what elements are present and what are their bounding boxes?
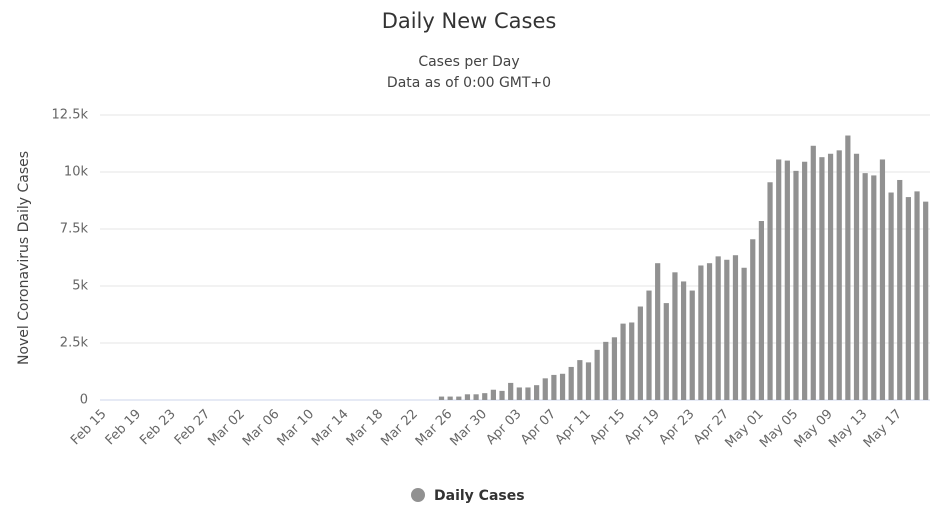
bar [672,272,678,400]
bar [845,135,851,400]
bar [784,160,790,400]
bar [594,349,600,400]
bar [897,179,903,400]
x-tick-label: May 17 [861,407,905,451]
chart-title: Daily New Cases [382,9,557,33]
bar [819,157,825,400]
bar [802,161,808,400]
bar [655,263,661,400]
y-tick-label: 12.5k [52,108,89,123]
bar [750,239,756,400]
bar [706,263,713,400]
y-axis-title: Novel Coronavirus Daily Cases [16,151,32,365]
x-tick-label: Mar 02 [205,407,248,450]
bar [663,303,669,400]
x-tick-label: Apr 19 [622,407,663,448]
x-tick-label: Mar 06 [240,407,283,450]
bar [438,396,445,400]
bar [490,389,496,400]
bar [758,221,765,400]
x-tick-label: Mar 22 [378,407,421,450]
bar [680,281,687,400]
bar [923,201,929,400]
x-tick-label: Mar 30 [447,407,490,450]
x-tick-label: Apr 15 [587,407,628,448]
bar [888,192,894,400]
bar [836,150,842,400]
x-tick-label: Apr 07 [518,407,559,448]
bar [724,259,730,400]
bar [456,396,462,400]
bar [871,175,877,400]
bar [473,394,479,400]
bar [603,341,609,400]
x-tick-label: Feb 23 [137,407,179,449]
x-tick-label: Apr 11 [553,407,594,448]
bar [646,290,652,400]
bar [689,290,695,400]
y-tick-label: 7.5k [60,222,89,237]
y-tick-label: 0 [80,393,88,408]
bar [715,256,721,400]
bar [559,373,566,400]
x-tick-label: Apr 03 [483,407,524,448]
bar [447,396,453,400]
y-tick-label: 10k [64,165,89,180]
bar [611,337,618,400]
y-tick-label: 2.5k [60,336,89,351]
bar [827,153,834,400]
bar [482,393,488,400]
bar [776,159,782,400]
legend-marker [411,488,425,502]
legend-label: Daily Cases [434,488,525,504]
x-tick-label: Mar 10 [275,407,318,450]
bar [810,145,816,400]
bar [568,366,574,400]
x-tick-label: Feb 15 [68,407,110,449]
bar [853,153,860,400]
x-tick-label: Mar 14 [309,407,352,450]
bar [732,255,739,400]
bar [551,374,557,400]
bar [767,182,773,400]
x-tick-label: Mar 18 [344,407,387,450]
x-tick-label: Feb 27 [172,407,214,449]
bar [516,387,522,400]
bar [534,385,540,400]
bar [741,267,747,400]
bar [542,378,548,400]
x-tick-label: Feb 19 [103,407,145,449]
bar [905,197,911,400]
x-tick-label: Mar 26 [413,407,456,450]
bar [862,173,868,400]
bar [629,322,635,400]
bar [879,159,886,400]
chart-subtitle: Data as of 0:00 GMT+0 [387,75,551,91]
bar [499,390,505,400]
bar [914,191,920,400]
y-tick-label: 5k [72,279,88,294]
chart-subtitle: Cases per Day [418,54,519,70]
bar [585,362,592,400]
bar [464,394,471,400]
bar [577,360,583,400]
bar [793,170,799,400]
bar [637,306,643,400]
bar [698,265,704,400]
x-tick-label: Apr 23 [656,407,697,448]
bar [508,382,514,400]
bar [525,387,531,400]
bar [620,323,626,400]
